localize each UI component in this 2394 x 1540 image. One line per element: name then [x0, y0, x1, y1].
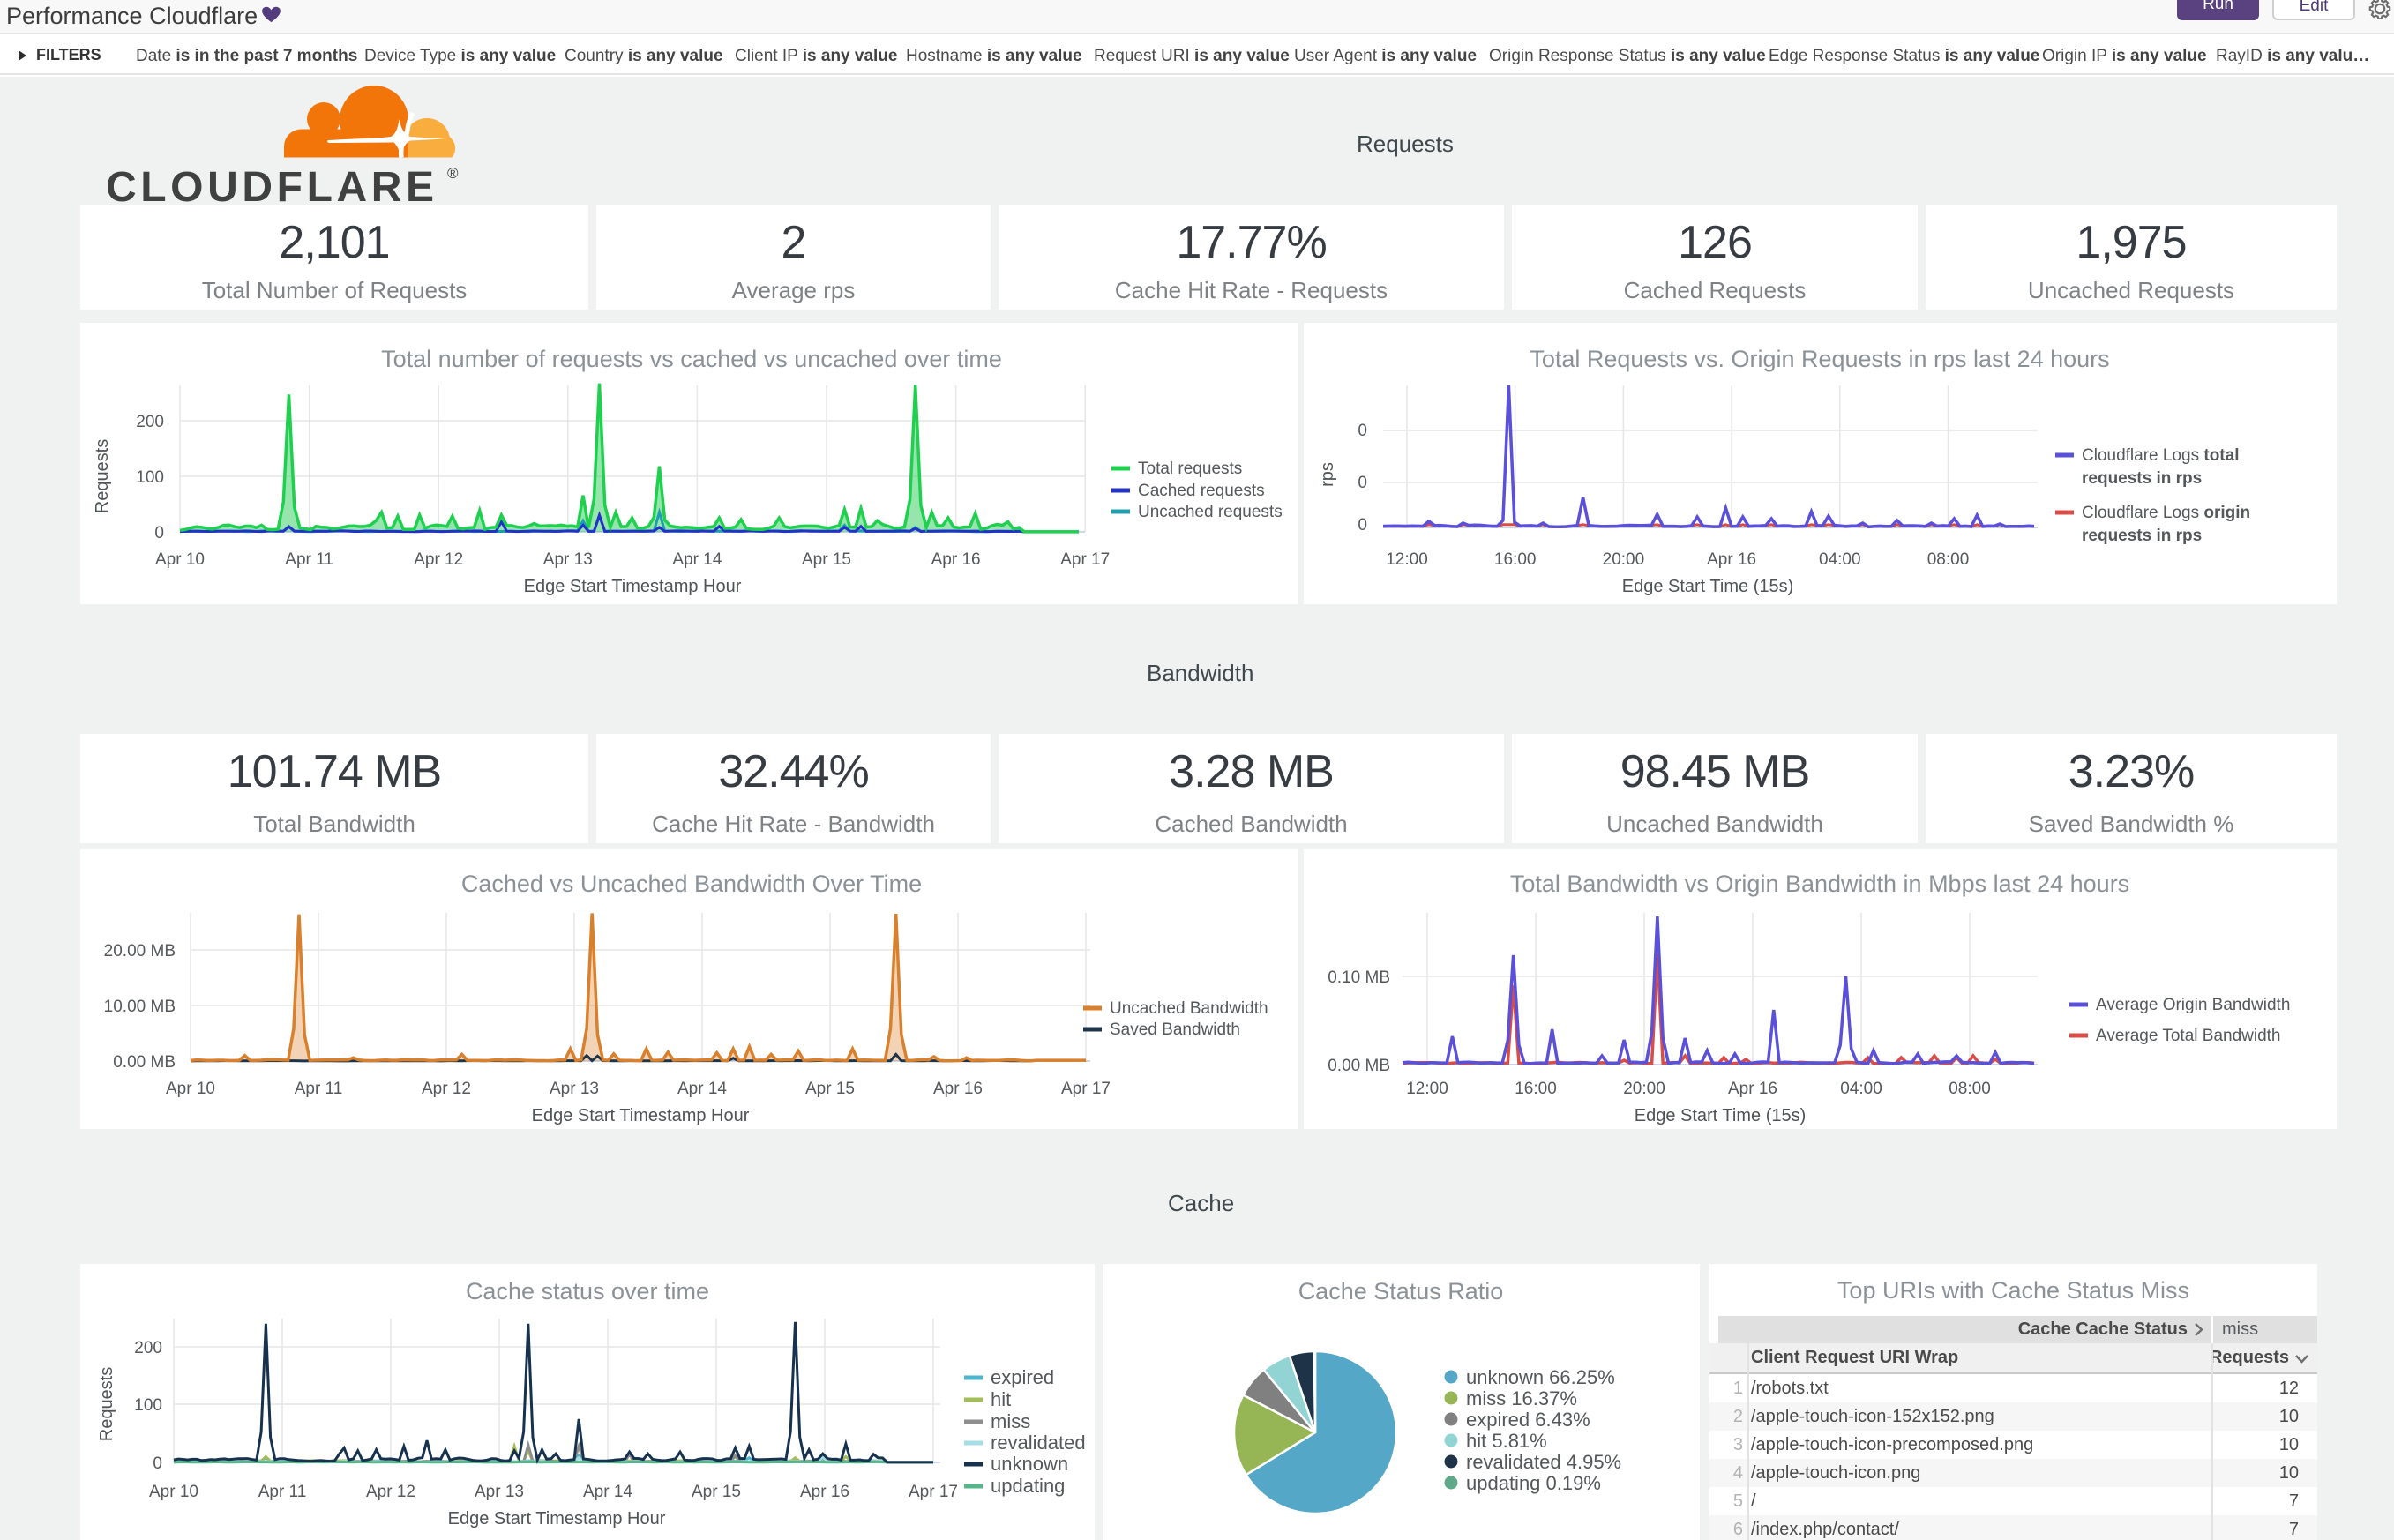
svg-text:16:00: 16:00 [1515, 1080, 1557, 1098]
svg-text:Apr 12: Apr 12 [366, 1483, 415, 1501]
svg-text:Apr 13: Apr 13 [550, 1080, 599, 1098]
svg-text:updating: updating [991, 1475, 1065, 1497]
svg-text:unknown: unknown [991, 1453, 1068, 1475]
svg-text:Total Requests vs. Origin Requ: Total Requests vs. Origin Requests in rp… [1530, 346, 2109, 372]
svg-text:CLOUDFLARE: CLOUDFLARE [108, 164, 438, 203]
svg-text:Saved Bandwidth: Saved Bandwidth [1110, 1020, 1240, 1039]
svg-text:Apr 15: Apr 15 [805, 1080, 855, 1098]
svg-text:12:00: 12:00 [1386, 550, 1428, 569]
svg-text:miss: miss [991, 1410, 1030, 1432]
svg-text:Edge Start Timestamp Hour: Edge Start Timestamp Hour [448, 1509, 666, 1529]
svg-text:Apr 16: Apr 16 [1728, 1080, 1777, 1098]
svg-text:100: 100 [134, 1396, 162, 1415]
svg-text:Apr 12: Apr 12 [422, 1080, 471, 1098]
svg-text:0: 0 [1358, 474, 1367, 492]
svg-text:08:00: 08:00 [1949, 1080, 1991, 1098]
svg-text:revalidated 4.95%: revalidated 4.95% [1466, 1451, 1621, 1473]
svg-text:08:00: 08:00 [1927, 550, 1970, 569]
svg-text:04:00: 04:00 [1819, 550, 1861, 569]
svg-text:Apr 12: Apr 12 [414, 550, 463, 569]
svg-text:Edge Start Timestamp Hour: Edge Start Timestamp Hour [524, 577, 742, 596]
svg-text:0.00 MB: 0.00 MB [113, 1053, 176, 1072]
svg-text:®: ® [447, 165, 459, 182]
svg-text:04:00: 04:00 [1840, 1080, 1882, 1098]
svg-text:0: 0 [153, 1454, 162, 1473]
svg-text:Apr 14: Apr 14 [672, 550, 722, 569]
svg-text:Edge Start Time (15s): Edge Start Time (15s) [1622, 577, 1794, 596]
svg-text:Total Bandwidth vs Origin Band: Total Bandwidth vs Origin Bandwidth in M… [1510, 871, 2129, 897]
svg-text:Average Total Bandwidth: Average Total Bandwidth [2096, 1027, 2281, 1045]
svg-text:Cached requests: Cached requests [1138, 482, 1265, 500]
svg-text:0.00 MB: 0.00 MB [1328, 1057, 1390, 1075]
svg-text:Apr 16: Apr 16 [1707, 550, 1756, 569]
svg-text:Apr 10: Apr 10 [149, 1483, 198, 1501]
svg-text:Apr 11: Apr 11 [258, 1483, 307, 1501]
svg-text:Cached vs Uncached Bandwidth O: Cached vs Uncached Bandwidth Over Time [461, 871, 922, 897]
svg-text:100: 100 [136, 468, 164, 487]
svg-text:updating 0.19%: updating 0.19% [1466, 1472, 1601, 1494]
svg-text:requests in rps: requests in rps [2082, 527, 2202, 545]
svg-text:Apr 15: Apr 15 [802, 550, 851, 569]
svg-text:Uncached Bandwidth: Uncached Bandwidth [1110, 999, 1268, 1018]
svg-text:Edge Start Time (15s): Edge Start Time (15s) [1635, 1106, 1807, 1125]
svg-text:Requests: Requests [97, 1367, 116, 1442]
svg-text:12:00: 12:00 [1406, 1080, 1448, 1098]
svg-text:Apr 17: Apr 17 [1061, 1080, 1111, 1098]
svg-text:unknown 66.25%: unknown 66.25% [1466, 1366, 1615, 1388]
svg-text:0: 0 [1358, 516, 1367, 535]
svg-text:hit: hit [991, 1388, 1011, 1410]
svg-text:Apr 11: Apr 11 [285, 550, 333, 569]
svg-text:Average Origin Bandwidth: Average Origin Bandwidth [2096, 996, 2290, 1014]
svg-text:Total requests: Total requests [1138, 460, 1242, 478]
svg-text:rps: rps [1318, 462, 1337, 487]
svg-text:Apr 17: Apr 17 [1060, 550, 1110, 569]
svg-text:Apr 16: Apr 16 [931, 550, 981, 569]
svg-text:Apr 10: Apr 10 [166, 1080, 215, 1098]
svg-text:20.00 MB: 20.00 MB [104, 942, 176, 961]
svg-text:Cloudflare Logs origin: Cloudflare Logs origin [2082, 504, 2250, 522]
svg-text:200: 200 [136, 413, 164, 431]
svg-text:expired: expired [991, 1366, 1054, 1388]
svg-text:Apr 16: Apr 16 [933, 1080, 983, 1098]
svg-text:Apr 13: Apr 13 [475, 1483, 524, 1501]
svg-text:revalidated: revalidated [991, 1432, 1086, 1454]
svg-text:Apr 11: Apr 11 [295, 1080, 343, 1098]
svg-text:Apr 16: Apr 16 [800, 1483, 849, 1501]
svg-text:miss 16.37%: miss 16.37% [1466, 1387, 1577, 1409]
svg-text:Edge Start Timestamp Hour: Edge Start Timestamp Hour [532, 1106, 750, 1125]
svg-text:Total number of requests vs ca: Total number of requests vs cached vs un… [381, 346, 1002, 372]
svg-text:Cache Status Ratio: Cache Status Ratio [1298, 1278, 1504, 1305]
svg-text:0.10 MB: 0.10 MB [1328, 968, 1390, 987]
svg-text:Apr 15: Apr 15 [692, 1483, 741, 1501]
svg-text:200: 200 [134, 1339, 162, 1357]
svg-text:0: 0 [154, 524, 164, 542]
svg-text:20:00: 20:00 [1623, 1080, 1665, 1098]
svg-text:Apr 14: Apr 14 [677, 1080, 727, 1098]
svg-text:requests in rps: requests in rps [2082, 469, 2202, 488]
svg-text:Cache status over time: Cache status over time [466, 1278, 709, 1305]
svg-text:hit 5.81%: hit 5.81% [1466, 1430, 1547, 1452]
svg-text:0: 0 [1358, 422, 1367, 440]
svg-text:Requests: Requests [93, 439, 112, 514]
svg-text:10.00 MB: 10.00 MB [104, 998, 176, 1016]
svg-text:Apr 14: Apr 14 [583, 1483, 632, 1501]
svg-text:Cloudflare Logs total: Cloudflare Logs total [2082, 446, 2239, 465]
svg-text:Uncached requests: Uncached requests [1138, 503, 1283, 521]
svg-text:Apr 10: Apr 10 [155, 550, 205, 569]
svg-text:expired 6.43%: expired 6.43% [1466, 1409, 1590, 1431]
svg-text:16:00: 16:00 [1494, 550, 1537, 569]
svg-text:Apr 13: Apr 13 [543, 550, 593, 569]
svg-text:20:00: 20:00 [1603, 550, 1645, 569]
svg-text:Apr 17: Apr 17 [909, 1483, 958, 1501]
